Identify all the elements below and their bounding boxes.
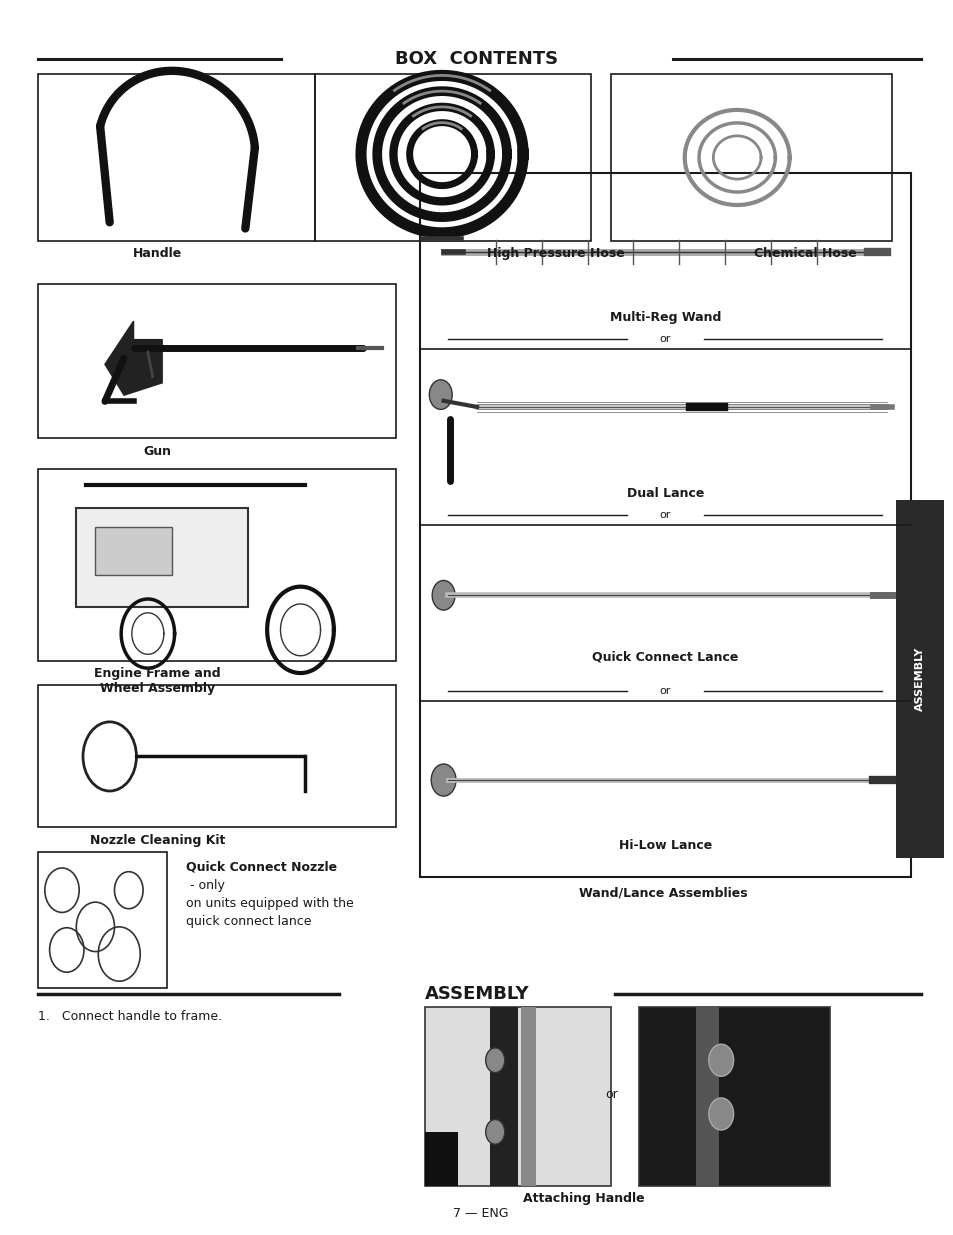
Text: Engine Frame and
Wheel Assembly: Engine Frame and Wheel Assembly (94, 667, 220, 695)
Circle shape (429, 380, 452, 410)
Text: Quick Connect Nozzle: Quick Connect Nozzle (186, 861, 336, 874)
Text: Handle: Handle (132, 247, 182, 261)
Text: or: or (604, 1088, 618, 1100)
Text: ASSEMBLY: ASSEMBLY (424, 986, 529, 1003)
Text: Hi-Low Lance: Hi-Low Lance (618, 839, 711, 852)
Bar (38, 74, 314, 241)
Circle shape (485, 1119, 504, 1144)
Bar (489, 1007, 517, 1186)
Circle shape (432, 580, 455, 610)
Text: Attaching Handle: Attaching Handle (522, 1192, 644, 1205)
Circle shape (708, 1098, 733, 1130)
Bar (424, 1131, 457, 1186)
Text: Wand/Lance Assemblies: Wand/Lance Assemblies (578, 887, 746, 900)
Bar (419, 173, 910, 877)
Text: Quick Connect Lance: Quick Connect Lance (592, 651, 738, 663)
Bar (639, 1007, 829, 1186)
Bar (696, 1007, 719, 1186)
Text: 7 — ENG: 7 — ENG (453, 1207, 508, 1220)
Text: Chemical Hose: Chemical Hose (753, 247, 856, 261)
Bar (76, 508, 248, 608)
Text: ASSEMBLY: ASSEMBLY (914, 647, 924, 711)
Text: BOX  CONTENTS: BOX CONTENTS (395, 51, 558, 68)
Text: Nozzle Cleaning Kit: Nozzle Cleaning Kit (90, 834, 225, 847)
Bar (95, 526, 172, 574)
Text: High Pressure Hose: High Pressure Hose (486, 247, 623, 261)
Circle shape (708, 1045, 733, 1077)
Bar (38, 284, 395, 438)
Bar (38, 469, 395, 661)
Bar (314, 74, 591, 241)
Bar (520, 1007, 536, 1186)
Text: Multi-Reg Wand: Multi-Reg Wand (609, 311, 720, 324)
Bar (424, 1007, 610, 1186)
Circle shape (485, 1047, 504, 1072)
Text: 1.   Connect handle to frame.: 1. Connect handle to frame. (38, 1010, 222, 1024)
Polygon shape (105, 321, 162, 395)
Text: or: or (659, 333, 670, 345)
Text: or: or (659, 685, 670, 697)
Bar (895, 500, 943, 858)
Text: Gun: Gun (143, 445, 172, 458)
Text: Dual Lance: Dual Lance (626, 487, 703, 500)
Bar (38, 852, 167, 988)
Text: or: or (659, 510, 670, 520)
Circle shape (431, 764, 456, 797)
Text: - only
on units equipped with the
quick connect lance: - only on units equipped with the quick … (186, 879, 354, 929)
Bar (610, 74, 891, 241)
Bar (38, 685, 395, 827)
